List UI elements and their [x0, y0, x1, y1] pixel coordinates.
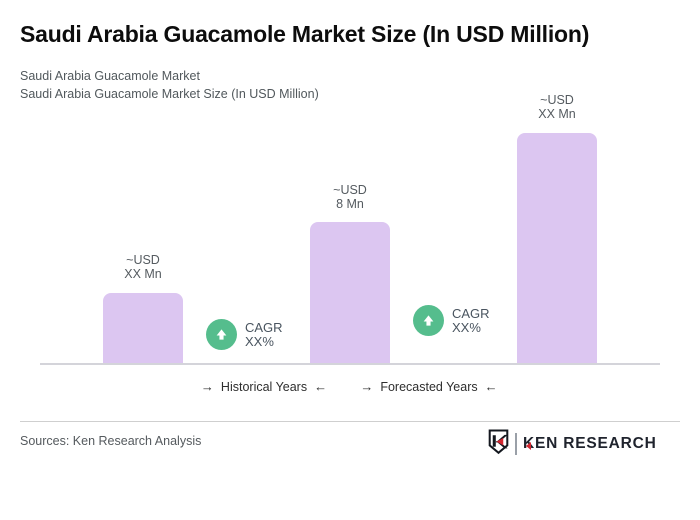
footer-divider [20, 421, 680, 422]
ken-shield-icon [487, 428, 510, 460]
axis-group-forecasted: → Forecasted Years ← [344, 379, 514, 394]
cagr-badge: CAGR XX% [206, 319, 283, 350]
axis-baseline [40, 363, 660, 365]
subtitle-line-2: Saudi Arabia Guacamole Market Size (In U… [20, 87, 319, 101]
market-bar-forecast [517, 133, 597, 364]
bar-value-label: ~USD XX Mn [124, 253, 162, 281]
ken-research-logo: KEN RESEARCH [487, 428, 657, 460]
up-arrow-icon [206, 319, 237, 350]
bar-value-label: ~USD 8 Mn [333, 183, 367, 211]
right-arrow-icon: → [360, 379, 374, 394]
page-title: Saudi Arabia Guacamole Market Size (In U… [20, 21, 590, 47]
ken-k-red-accent [526, 442, 531, 450]
subtitle-line-1: Saudi Arabia Guacamole Market [20, 69, 200, 83]
cagr-label: CAGR XX% [245, 319, 283, 349]
market-bar-current [310, 222, 390, 364]
logo-separator [515, 433, 517, 455]
axis-group-label: Forecasted Years [380, 379, 478, 394]
sources-text: Sources: Ken Research Analysis [20, 434, 202, 448]
logo-wordmark: KEN RESEARCH [523, 435, 657, 452]
chart-subtitle: Saudi Arabia Guacamole Market Saudi Arab… [20, 67, 319, 103]
cagr-badge: CAGR XX% [413, 305, 490, 336]
cagr-label: CAGR XX% [452, 305, 490, 335]
market-bar-historical [103, 293, 183, 364]
right-arrow-icon: → [200, 379, 214, 394]
left-arrow-icon: ← [314, 379, 328, 394]
axis-group-label: Historical Years [220, 379, 308, 394]
bar-value-label: ~USD XX Mn [538, 93, 576, 121]
up-arrow-icon [413, 305, 444, 336]
axis-group-historical: → Historical Years ← [179, 379, 349, 394]
left-arrow-icon: ← [484, 379, 498, 394]
